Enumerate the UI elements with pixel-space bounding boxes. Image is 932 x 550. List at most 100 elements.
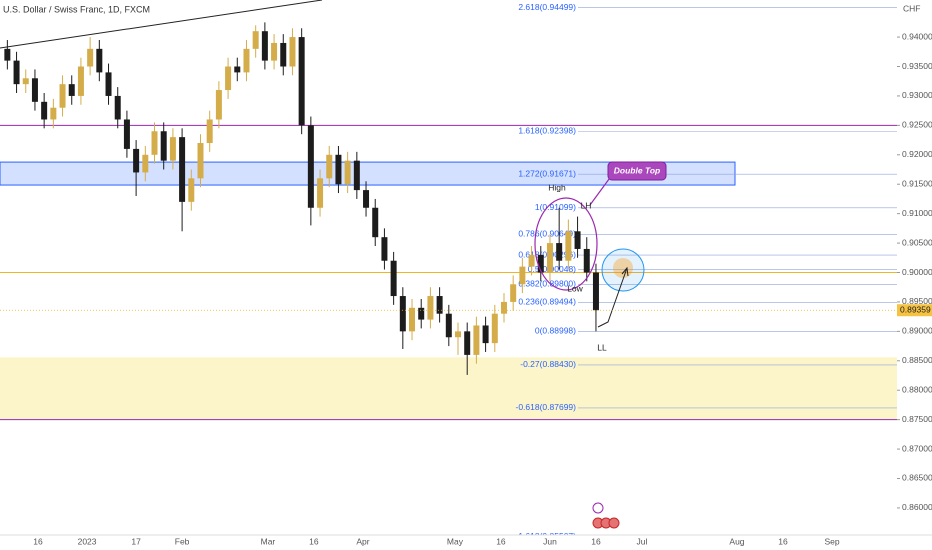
x-axis-bg — [0, 535, 932, 550]
candle-body — [252, 31, 259, 49]
fib-label: 0.786(0.90649) — [518, 229, 576, 239]
candle-body — [188, 178, 195, 202]
candle-body — [298, 37, 305, 126]
y-tick-label: 0.86000 — [902, 502, 932, 512]
y-tick-label: 0.92000 — [902, 149, 932, 159]
candle-body — [399, 296, 406, 332]
fib-label: 0.236(0.89494) — [518, 297, 576, 307]
x-tick-label: 16 — [778, 536, 788, 546]
projection-arrow — [597, 267, 628, 328]
lh-label: LH — [581, 200, 592, 210]
arrow-head — [621, 266, 629, 277]
candle-body — [307, 125, 314, 208]
fib-label: 2.618(0.94499) — [518, 2, 576, 12]
candle-body — [473, 325, 480, 355]
candle-body — [133, 148, 140, 173]
fib-label: -0.618(0.87699) — [516, 402, 577, 412]
candle-body — [317, 178, 324, 208]
candle-body — [4, 48, 11, 61]
candle-body — [22, 78, 29, 85]
y-tick-label: 0.87500 — [902, 414, 932, 424]
candle-body — [372, 207, 379, 238]
low-label: Low — [567, 283, 583, 293]
y-tick-label: 0.92500 — [902, 120, 932, 130]
candle-body — [13, 60, 20, 85]
candle-body — [335, 154, 342, 185]
x-tick-label: 16 — [496, 536, 506, 546]
y-tick-label: 0.93500 — [902, 61, 932, 71]
candle-body — [409, 307, 416, 332]
candle-body — [381, 237, 388, 261]
candle-body — [179, 137, 186, 202]
x-tick-label: Apr — [356, 536, 369, 546]
candle-body — [68, 84, 75, 96]
candle-body — [500, 301, 507, 314]
candle-body — [160, 131, 167, 161]
candle-body — [206, 119, 213, 144]
candle-body — [344, 160, 351, 185]
fib-label: 1.618(0.92398) — [518, 126, 576, 136]
y-tick-label: 0.94000 — [902, 31, 932, 41]
fib-label: 1(0.91099) — [535, 202, 576, 212]
y-tick-label: 0.90500 — [902, 237, 932, 247]
candle-body — [123, 119, 130, 149]
candle-body — [583, 248, 590, 273]
last-price-tag — [897, 304, 932, 317]
last-price-label: 0.89359 — [900, 304, 931, 314]
x-tick-label: Jun — [543, 536, 557, 546]
candle-body — [390, 260, 397, 297]
fib-label: -0.27(0.88430) — [520, 359, 576, 369]
candle-body — [197, 143, 204, 179]
candle-body — [445, 313, 452, 338]
candle-body — [464, 331, 471, 355]
zones — [0, 161, 897, 420]
x-tick-label: Sep — [824, 536, 839, 546]
chart-title: U.S. Dollar / Swiss Franc, 1D, FXCM — [3, 4, 150, 14]
x-tick-label: Mar — [261, 536, 276, 546]
candle-body — [87, 48, 94, 67]
x-tick-label: Feb — [175, 536, 190, 546]
target-circle — [601, 248, 645, 292]
x-tick-label: Jul — [637, 536, 648, 546]
candle-body — [289, 37, 296, 67]
candle-body — [243, 48, 250, 73]
x-tick-label: 16 — [33, 536, 43, 546]
y-tick-label: 0.91000 — [902, 208, 932, 218]
trend-line — [0, 0, 323, 49]
y-tick-label: 0.89000 — [902, 326, 932, 336]
candle-body — [215, 90, 222, 120]
y-tick-label: 0.91500 — [902, 178, 932, 188]
candle-body — [546, 243, 553, 273]
candle-body — [169, 137, 176, 161]
x-tick-label: 16 — [591, 536, 601, 546]
title-backdrop — [0, 0, 150, 20]
candle-body — [418, 307, 425, 320]
candle-body — [427, 296, 434, 320]
callout-pointer — [589, 174, 613, 206]
candle-body — [363, 190, 370, 208]
candle-body — [234, 66, 241, 73]
y-tick-label: 0.93000 — [902, 90, 932, 100]
candle-body — [592, 272, 599, 311]
x-tick-label: 17 — [131, 536, 141, 546]
candle-body — [574, 231, 581, 249]
x-tick-label: 2023 — [78, 536, 97, 546]
candle-body — [528, 254, 535, 267]
ll-label: LL — [597, 342, 607, 352]
candle-body — [436, 296, 443, 314]
candle-body — [151, 131, 158, 155]
candle-body — [261, 31, 268, 61]
candle-body — [59, 84, 66, 108]
candle-body — [519, 266, 526, 285]
y-tick-label: 0.90000 — [902, 267, 932, 277]
event-icon — [592, 502, 604, 514]
y-tick-label: 0.89500 — [902, 296, 932, 306]
axes: 16 2023 17 Feb Mar 16 Apr May 16 Jun 16 Jul Aug 16 Sep… — [0, 31, 932, 550]
candle-body — [537, 254, 544, 273]
candle-body — [41, 101, 48, 120]
fib-label: 0(0.88998) — [535, 326, 576, 336]
candle-body — [105, 72, 112, 96]
levels: 2.618(0.94499) 1.618(0.92398) 1.272(0.9167… — [0, 2, 897, 541]
candle-body — [142, 154, 149, 173]
